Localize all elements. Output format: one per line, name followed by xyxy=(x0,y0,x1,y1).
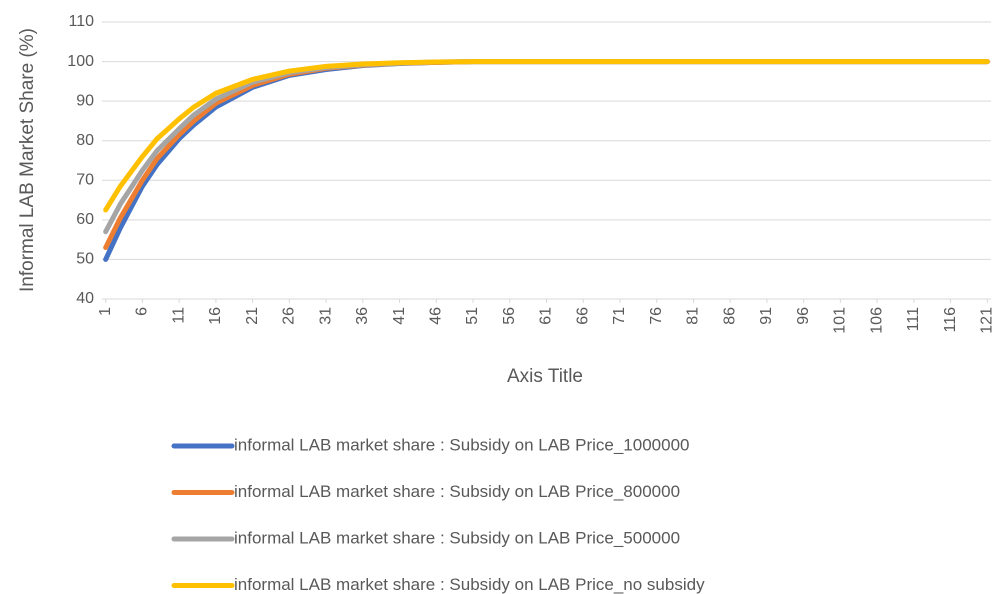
x-tick-label: 76 xyxy=(648,307,665,325)
x-tick-label: 26 xyxy=(281,307,298,325)
x-tick-label: 6 xyxy=(134,307,151,316)
legend-label: informal LAB market share : Subsidy on L… xyxy=(234,435,689,454)
y-tick-label: 40 xyxy=(76,290,94,307)
x-tick-label: 41 xyxy=(391,307,408,325)
x-tick-label: 1 xyxy=(97,307,114,316)
y-tick-label: 60 xyxy=(76,211,94,228)
y-tick-label: 110 xyxy=(68,13,94,30)
x-tick-label: 11 xyxy=(170,307,187,324)
x-tick-label: 51 xyxy=(464,307,481,325)
x-tick-label: 101 xyxy=(832,307,849,334)
y-tick-label: 100 xyxy=(67,53,94,70)
legend-label: informal LAB market share : Subsidy on L… xyxy=(234,528,680,547)
x-tick-label: 121 xyxy=(979,307,996,334)
legend-label: informal LAB market share : Subsidy on L… xyxy=(234,482,680,501)
x-tick-label: 96 xyxy=(795,307,812,325)
legend-label: informal LAB market share : Subsidy on L… xyxy=(234,575,705,594)
x-axis-title: Axis Title xyxy=(507,366,583,387)
x-tick-label: 66 xyxy=(574,307,591,325)
y-axis-title: Informal LAB Market Share (%) xyxy=(17,28,38,292)
x-tick-label: 71 xyxy=(611,307,628,325)
x-tick-label: 106 xyxy=(868,307,885,334)
x-tick-label: 21 xyxy=(244,307,261,325)
x-tick-label: 36 xyxy=(354,307,371,325)
x-tick-label: 116 xyxy=(942,307,959,333)
y-tick-label: 50 xyxy=(76,251,94,268)
y-tick-label: 90 xyxy=(76,92,94,109)
x-tick-label: 16 xyxy=(207,307,224,325)
y-tick-label: 70 xyxy=(76,172,94,189)
series-line xyxy=(103,59,990,213)
y-tick-label: 80 xyxy=(76,132,94,149)
x-tick-label: 46 xyxy=(428,307,445,325)
x-tick-label: 111 xyxy=(905,307,922,331)
x-tick-label: 91 xyxy=(758,307,775,325)
x-tick-label: 61 xyxy=(538,307,555,325)
x-tick-label: 86 xyxy=(721,307,738,325)
x-tick-label: 56 xyxy=(501,307,518,325)
x-tick-label: 81 xyxy=(685,307,702,325)
x-tick-label: 31 xyxy=(317,307,334,325)
